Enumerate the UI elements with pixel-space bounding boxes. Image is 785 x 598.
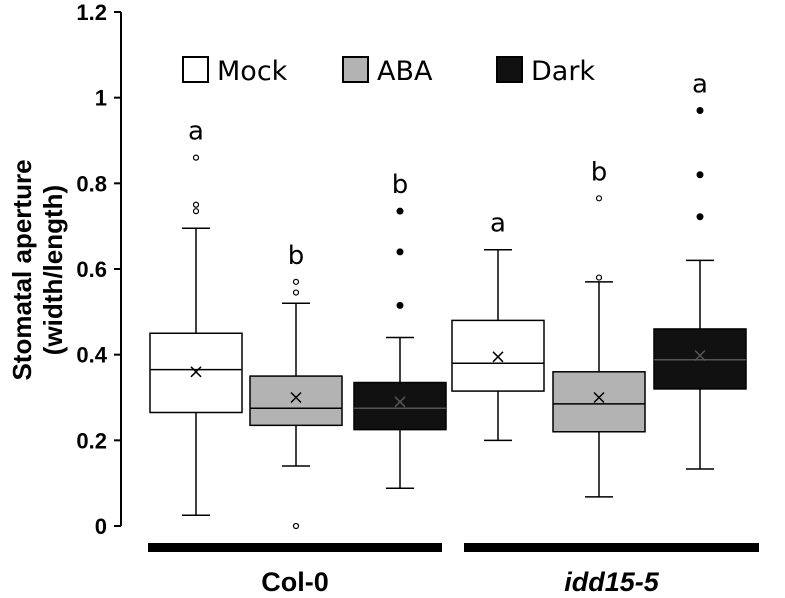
outlier-point-idd15-5-dark: [697, 108, 703, 114]
box-col-0-aba: [250, 376, 342, 425]
outlier-point-idd15-5-dark: [697, 172, 703, 178]
group-bar-2: [464, 543, 759, 552]
significance-letter-col-0-mock: a: [188, 117, 204, 147]
box-col-0-mock: [150, 333, 242, 412]
outlier-point-col-0-dark: [397, 302, 403, 308]
y-axis-title: Stomatal aperture: [7, 159, 37, 380]
significance-letter-idd15-5-mock: a: [490, 209, 506, 239]
group-axis: Col-0 idd15-5: [148, 543, 759, 597]
outlier-point-idd15-5-dark: [697, 214, 703, 220]
stomatal-aperture-boxplot: 0 0.2 0.4 0.6 0.8 1 1.2 Stomatal aperture (wid…: [0, 0, 785, 598]
outlier-point-idd15-5-aba: [597, 275, 602, 280]
y-axis-title-units: (width/length): [38, 185, 68, 355]
box-idd15-5-aba: [553, 372, 645, 432]
legend-swatch-dark: [497, 57, 522, 82]
group-bar-1: [148, 543, 442, 552]
outlier-point-col-0-dark: [397, 249, 403, 255]
significance-letter-idd15-5-dark: a: [692, 70, 708, 100]
y-tick-label: 1.2: [76, 0, 107, 25]
y-tick-label: 0.2: [76, 428, 107, 453]
y-tick-label: 0: [95, 514, 107, 539]
legend: Mock ABA Dark: [183, 56, 595, 87]
significance-letter-col-0-aba: b: [288, 241, 305, 271]
y-tick-label: 1: [95, 86, 107, 111]
y-tick-label: 0.4: [76, 343, 107, 368]
box-idd15-5-dark: [654, 329, 746, 389]
y-axis: 0 0.2 0.4 0.6 0.8 1 1.2: [76, 0, 121, 539]
outlier-point-col-0-dark: [397, 208, 403, 214]
significance-letter-col-0-dark: b: [392, 170, 409, 200]
group-label-2: idd15-5: [564, 567, 660, 597]
outlier-point-col-0-mock: [194, 202, 199, 207]
outlier-point-col-0-aba: [294, 279, 299, 284]
box-series: a b b a b a: [150, 70, 746, 529]
legend-label-aba: ABA: [377, 56, 433, 87]
legend-swatch-aba: [343, 57, 368, 82]
outlier-point-col-0-aba: [294, 524, 299, 529]
significance-letter-idd15-5-aba: b: [591, 157, 608, 187]
legend-label-mock: Mock: [217, 56, 288, 87]
outlier-point-idd15-5-aba: [597, 196, 602, 201]
outlier-point-col-0-aba: [294, 290, 299, 295]
group-label-1: Col-0: [261, 567, 329, 597]
legend-swatch-mock: [183, 57, 208, 82]
box-idd15-5-mock: [452, 320, 544, 391]
box-col-0-dark: [354, 383, 446, 430]
y-tick-label: 0.6: [76, 257, 107, 282]
outlier-point-col-0-mock: [194, 155, 199, 160]
y-tick-label: 0.8: [76, 171, 107, 196]
legend-label-dark: Dark: [531, 56, 595, 87]
outlier-point-col-0-mock: [194, 209, 199, 214]
